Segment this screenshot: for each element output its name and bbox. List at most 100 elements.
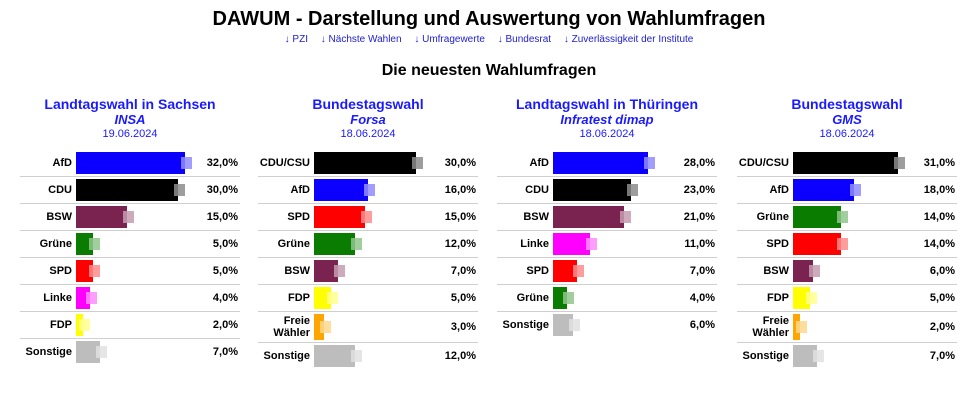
poll-row-freie-wähler: Freie Wähler 3,0%	[258, 312, 478, 343]
bar-value	[553, 179, 632, 201]
party-label: BSW	[523, 211, 549, 223]
bar-trend-marker	[412, 157, 423, 169]
bar-track	[553, 231, 673, 257]
party-value: 5,0%	[212, 238, 238, 250]
poll-election[interactable]: Landtagswahl in Thüringen	[516, 96, 698, 112]
party-value: 16,0%	[444, 184, 476, 196]
poll-results: AfD 28,0% CDU 23,0% BSW 21,0% Linke 11,0% SPD 7,0…	[497, 150, 717, 338]
party-value: 14,0%	[923, 211, 955, 223]
bar-track	[76, 177, 196, 203]
bar-trend-marker	[89, 265, 100, 277]
bar-trend-marker	[89, 238, 100, 250]
bar-track	[314, 258, 434, 284]
poll-election[interactable]: Bundestagswahl	[312, 96, 424, 112]
party-value: 21,0%	[683, 211, 715, 223]
bar-track	[314, 204, 434, 230]
section-title: Die neuesten Wahlumfragen	[381, 62, 597, 79]
poll-panel-2: Bundestagswahl Forsa 18.06.2024 CDU/CSU 3…	[258, 96, 478, 369]
bar-trend-marker	[364, 184, 376, 196]
bar-trend-marker	[894, 157, 906, 169]
party-label: FDP	[288, 292, 310, 304]
nav-links: ↓ PZI ↓ Nächste Wahlen ↓ Umfragewerte ↓ …	[0, 34, 978, 45]
party-label: SPD	[766, 238, 789, 250]
bar-trend-marker	[806, 292, 817, 304]
party-value: 32,0%	[206, 157, 238, 169]
nav-link-bundesrat[interactable]: ↓ Bundesrat	[497, 34, 552, 45]
poll-row-fdp: FDP 2,0%	[20, 312, 240, 339]
bar-trend-marker	[812, 350, 824, 362]
poll-row-sonstige: Sonstige 7,0%	[20, 339, 240, 365]
poll-institute[interactable]: Forsa	[350, 112, 386, 127]
bar-value	[314, 233, 355, 255]
bar-track	[314, 231, 434, 257]
bar-track	[793, 258, 913, 284]
bar-value	[553, 260, 577, 282]
bar-trend-marker	[333, 265, 345, 277]
party-label: Linke	[520, 238, 549, 250]
party-value: 5,0%	[929, 292, 955, 304]
party-value: 4,0%	[689, 292, 715, 304]
poll-election[interactable]: Bundestagswahl	[791, 96, 903, 112]
nav-link-poll-values[interactable]: ↓ Umfragewerte	[414, 34, 485, 45]
party-value: 7,0%	[689, 265, 715, 277]
poll-date: 18.06.2024	[579, 128, 635, 140]
party-value: 2,0%	[929, 321, 955, 333]
bar-trend-marker	[95, 346, 107, 358]
bar-value	[553, 152, 649, 174]
bar-value	[76, 206, 127, 228]
bar-trend-marker	[627, 184, 639, 196]
party-label: FDP	[50, 319, 72, 331]
bar-trend-marker	[644, 157, 656, 169]
poll-date: 18.06.2024	[340, 128, 396, 140]
poll-institute[interactable]: GMS	[832, 112, 862, 127]
bar-track	[553, 285, 673, 311]
poll-row-sonstige: Sonstige 12,0%	[258, 343, 478, 369]
poll-row-fdp: FDP 5,0%	[258, 285, 478, 312]
party-value: 15,0%	[444, 211, 476, 223]
bar-value	[76, 152, 185, 174]
poll-row-spd: SPD 5,0%	[20, 258, 240, 285]
poll-row-grüne: Grüne 4,0%	[497, 285, 717, 312]
party-label: SPD	[49, 265, 72, 277]
bar-trend-marker	[572, 265, 584, 277]
party-value: 28,0%	[683, 157, 715, 169]
poll-election[interactable]: Landtagswahl in Sachsen	[44, 96, 216, 112]
bar-track	[553, 204, 673, 230]
poll-row-bsw: BSW 6,0%	[737, 258, 957, 285]
bar-track	[76, 231, 196, 257]
bar-track	[553, 258, 673, 284]
bar-trend-marker	[836, 238, 848, 250]
party-label: FDP	[767, 292, 789, 304]
party-label: Grüne	[277, 238, 310, 250]
party-value: 23,0%	[683, 184, 715, 196]
nav-link-reliability[interactable]: ↓ Zuverlässigkeit der Institute	[563, 34, 694, 45]
bar-trend-marker	[620, 211, 632, 223]
bar-trend-marker	[569, 319, 581, 331]
bar-track	[793, 231, 913, 257]
bar-trend-marker	[562, 292, 574, 304]
party-value: 7,0%	[212, 346, 238, 358]
poll-institute[interactable]: INSA	[114, 112, 146, 127]
nav-link-next-elections[interactable]: ↓ Nächste Wahlen	[320, 34, 402, 45]
bar-value	[553, 314, 574, 336]
poll-row-spd: SPD 15,0%	[258, 204, 478, 231]
poll-institute[interactable]: Infratest dimap	[560, 112, 654, 127]
poll-row-fdp: FDP 5,0%	[737, 285, 957, 312]
poll-results: CDU/CSU 31,0% AfD 18,0% Grüne 14,0% SPD 14,0% BS…	[737, 150, 957, 369]
bar-value	[553, 233, 591, 255]
bar-track	[793, 177, 913, 203]
bar-value	[793, 287, 810, 309]
party-label: Sonstige	[502, 319, 549, 331]
page-title: DAWUM - Darstellung und Auswertung von W…	[212, 8, 766, 30]
poll-row-spd: SPD 14,0%	[737, 231, 957, 258]
party-label: BSW	[46, 211, 72, 223]
bar-trend-marker	[586, 238, 598, 250]
nav-link-pzi[interactable]: ↓ PZI	[284, 34, 308, 45]
poll-row-afd: AfD 16,0%	[258, 177, 478, 204]
bar-trend-marker	[123, 211, 134, 223]
bar-value	[76, 260, 93, 282]
party-value: 7,0%	[929, 350, 955, 362]
bar-trend-marker	[180, 157, 192, 169]
poll-date: 19.06.2024	[102, 128, 158, 140]
poll-results: AfD 32,0% CDU 30,0% BSW 15,0% Grüne 5,0% SPD 5,0%…	[20, 150, 240, 365]
